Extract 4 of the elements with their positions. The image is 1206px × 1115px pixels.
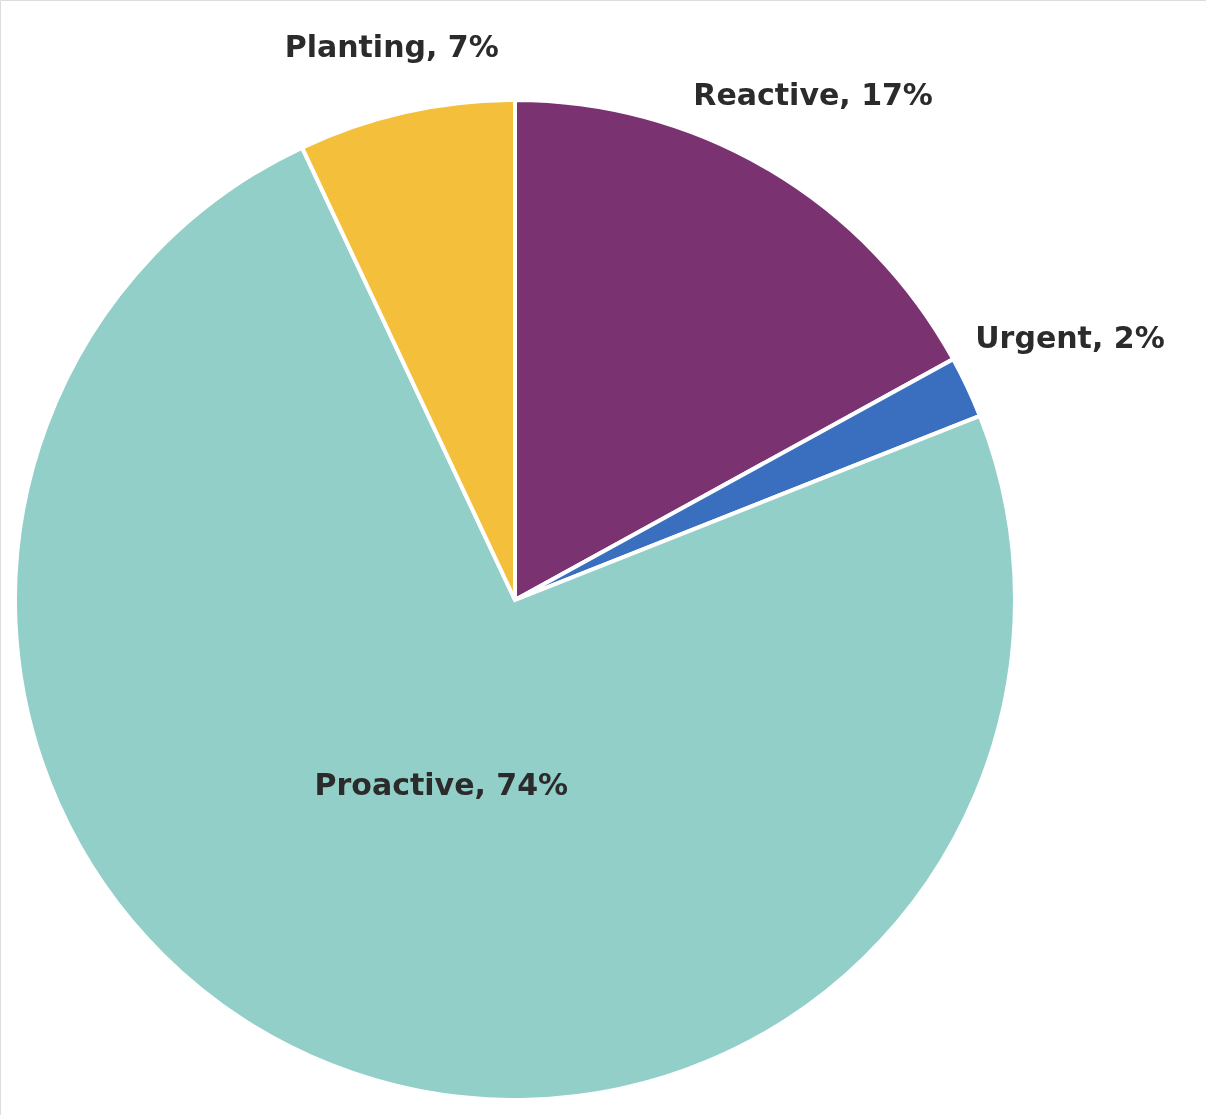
slice-label: Planting, 7%: [284, 29, 499, 65]
slice-label: Reactive, 17%: [693, 76, 933, 112]
slice-label: Urgent, 2%: [975, 319, 1165, 355]
slice-label: Proactive, 74%: [314, 766, 569, 802]
